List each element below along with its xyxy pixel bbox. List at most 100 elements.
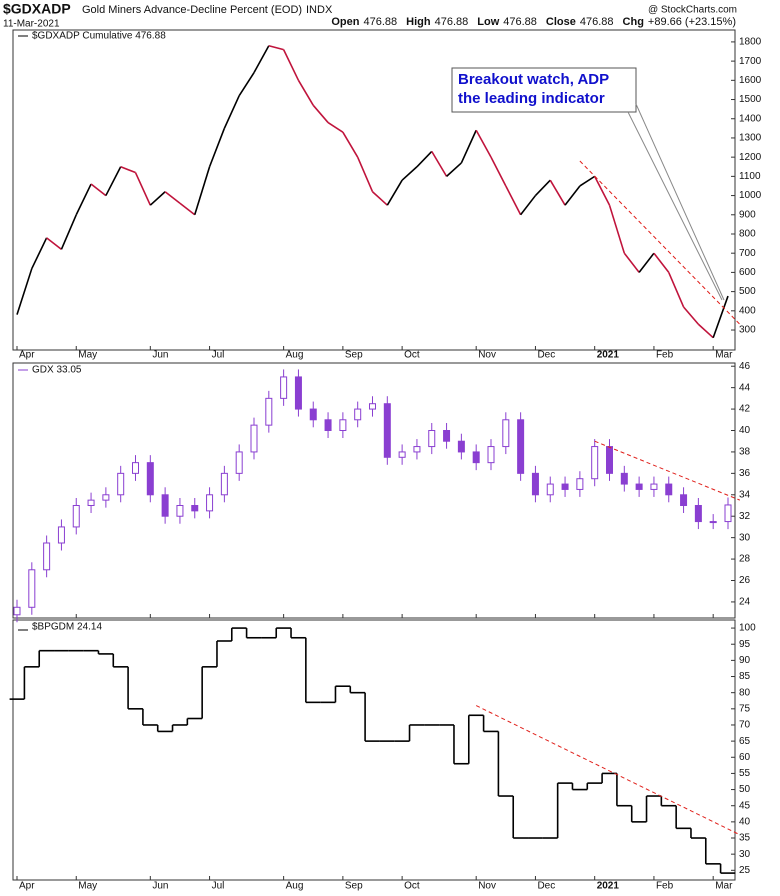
- y-tick-label: 45: [739, 800, 751, 811]
- y-tick-label: 28: [739, 554, 751, 565]
- candle-body: [502, 419, 510, 448]
- candle-body: [191, 505, 199, 512]
- y-tick-label: 800: [739, 229, 756, 240]
- x-tick-label: Jul: [212, 881, 225, 892]
- candle-body: [354, 408, 362, 421]
- symbol: $GDXADP: [3, 1, 71, 17]
- x-tick-label: Oct: [404, 881, 420, 892]
- y-tick-label: 1500: [739, 94, 762, 105]
- date: 11-Mar-2021: [3, 19, 60, 30]
- y-tick-label: 80: [739, 687, 751, 698]
- adp-line: [475, 129, 492, 158]
- adp-line: [712, 295, 729, 338]
- y-tick-label: 70: [739, 720, 751, 731]
- candle-body: [102, 494, 110, 501]
- candle-body: [591, 446, 599, 480]
- adp-line: [149, 191, 166, 206]
- y-tick-label: 26: [739, 575, 751, 586]
- candle-body: [517, 419, 525, 474]
- adp-line: [653, 252, 670, 273]
- adp-line: [608, 204, 626, 254]
- quote-value: +89.66 (+23.15%): [648, 16, 736, 28]
- adp-line: [446, 162, 462, 177]
- x-tick-label: Dec: [537, 881, 555, 892]
- y-tick-label: 35: [739, 833, 751, 844]
- y-tick-label: 32: [739, 511, 751, 522]
- adp-line: [253, 45, 270, 74]
- adp-line: [134, 172, 152, 206]
- x-tick-label: May: [78, 350, 97, 361]
- quote-value: 476.88: [435, 16, 469, 28]
- adp-line: [490, 156, 507, 187]
- quote-label: Chg: [623, 16, 644, 28]
- adp-line: [208, 128, 226, 168]
- x-tick-label: Nov: [478, 350, 496, 361]
- candle-body: [176, 505, 184, 517]
- candle-body: [650, 483, 658, 490]
- candle-body: [235, 451, 243, 474]
- y-tick-label: 40: [739, 817, 751, 828]
- y-tick-label: 30: [739, 849, 751, 860]
- adp-line: [60, 214, 77, 250]
- annotation: Breakout watch, ADP: [458, 71, 609, 88]
- panel-frame: [12, 362, 736, 619]
- x-tick-label: Mar: [715, 881, 733, 892]
- candle-body: [206, 494, 214, 512]
- adp-line: [401, 166, 418, 181]
- legend: GDX 33.05: [32, 365, 82, 376]
- y-tick-label: 44: [739, 382, 751, 393]
- adp-line: [668, 272, 685, 308]
- adp-line: [31, 237, 48, 269]
- candle-body: [161, 494, 169, 517]
- y-tick-label: 100: [739, 623, 756, 634]
- annotation-pointer: [635, 103, 725, 301]
- adp-line: [549, 179, 566, 206]
- y-tick-label: 1400: [739, 113, 762, 124]
- candle-body: [324, 419, 332, 431]
- candle-body: [620, 472, 628, 485]
- y-tick-label: 40: [739, 425, 751, 436]
- y-tick-label: 1800: [739, 37, 762, 48]
- adp-line: [120, 166, 136, 174]
- adp-line: [386, 179, 403, 206]
- candle-body: [487, 446, 495, 464]
- y-tick-label: 1600: [739, 75, 762, 86]
- x-tick-label: Jun: [152, 350, 168, 361]
- candle-body: [576, 478, 584, 490]
- adp-line: [682, 306, 699, 325]
- candle-body: [28, 569, 36, 608]
- candle-body: [665, 483, 673, 496]
- candle-body: [57, 526, 65, 544]
- y-tick-label: 60: [739, 752, 751, 763]
- adp-line: [564, 185, 581, 206]
- adp-line: [16, 268, 33, 315]
- x-tick-label: Nov: [478, 881, 496, 892]
- adp-line: [579, 175, 596, 187]
- adp-line: [238, 72, 255, 97]
- adp-line: [431, 150, 448, 177]
- candle-body: [635, 483, 643, 490]
- y-tick-label: 95: [739, 639, 751, 650]
- adp-line: [623, 252, 640, 273]
- adp-line: [697, 323, 714, 339]
- candle-body: [43, 542, 51, 571]
- x-tick-label: Mar: [715, 350, 733, 361]
- x-tick-label: Dec: [537, 350, 555, 361]
- annotation-pointer: [627, 111, 723, 301]
- x-tick-label: Apr: [19, 350, 35, 361]
- candle-body: [531, 472, 539, 496]
- adp-line: [297, 79, 314, 106]
- candle-body: [220, 472, 228, 496]
- adp-line: [371, 191, 388, 206]
- y-tick-label: 300: [739, 325, 756, 336]
- candle-body: [117, 472, 125, 496]
- candle-body: [398, 451, 406, 458]
- adp-line: [312, 104, 329, 124]
- x-tick-label: May: [78, 881, 97, 892]
- y-tick-label: 85: [739, 671, 751, 682]
- adp-line: [46, 237, 62, 250]
- adp-line: [327, 121, 344, 133]
- candle-body: [472, 451, 480, 464]
- y-tick-label: 600: [739, 267, 756, 278]
- y-tick-label: 90: [739, 655, 751, 666]
